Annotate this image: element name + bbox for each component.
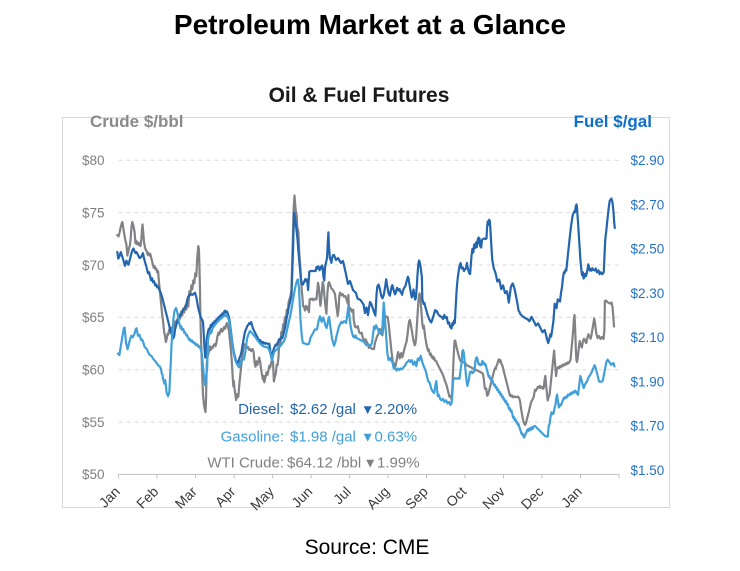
svg-text:0.63%: 0.63% (375, 429, 418, 446)
svg-text:Source: CME: Source: CME (305, 536, 430, 559)
svg-text:Gasoline:: Gasoline: (221, 429, 284, 446)
svg-text:$2.70: $2.70 (631, 197, 665, 212)
svg-text:2.20%: 2.20% (375, 401, 418, 418)
svg-text:Diesel:: Diesel: (238, 401, 284, 418)
svg-text:$2.10: $2.10 (631, 330, 665, 345)
svg-text:$1.98 /gal: $1.98 /gal (290, 429, 356, 446)
svg-text:Crude $/bbl: Crude $/bbl (90, 112, 184, 131)
svg-text:$50: $50 (82, 467, 105, 482)
svg-text:$2.90: $2.90 (631, 153, 665, 168)
svg-text:$1.70: $1.70 (631, 419, 665, 434)
svg-text:▼: ▼ (361, 402, 374, 417)
svg-text:$80: $80 (82, 153, 105, 168)
svg-text:Petroleum Market at a Glance: Petroleum Market at a Glance (174, 9, 566, 40)
svg-text:$1.90: $1.90 (631, 374, 665, 389)
svg-text:$55: $55 (82, 415, 105, 430)
svg-text:$65: $65 (82, 310, 105, 325)
svg-text:Oil & Fuel Futures: Oil & Fuel Futures (269, 84, 450, 107)
svg-text:$64.12 /bbl: $64.12 /bbl (287, 455, 361, 472)
svg-text:$60: $60 (82, 363, 105, 378)
svg-text:1.99%: 1.99% (377, 455, 420, 472)
svg-text:$70: $70 (82, 258, 105, 273)
svg-text:WTI Crude:: WTI Crude: (207, 455, 284, 472)
svg-text:$2.30: $2.30 (631, 286, 665, 301)
svg-text:$2.50: $2.50 (631, 242, 665, 257)
svg-text:▼: ▼ (364, 456, 377, 471)
svg-text:Fuel $/gal: Fuel $/gal (574, 112, 652, 131)
svg-text:▼: ▼ (361, 430, 374, 445)
svg-text:$2.62 /gal: $2.62 /gal (290, 401, 356, 418)
svg-text:$1.50: $1.50 (631, 463, 665, 478)
svg-text:$75: $75 (82, 205, 105, 220)
